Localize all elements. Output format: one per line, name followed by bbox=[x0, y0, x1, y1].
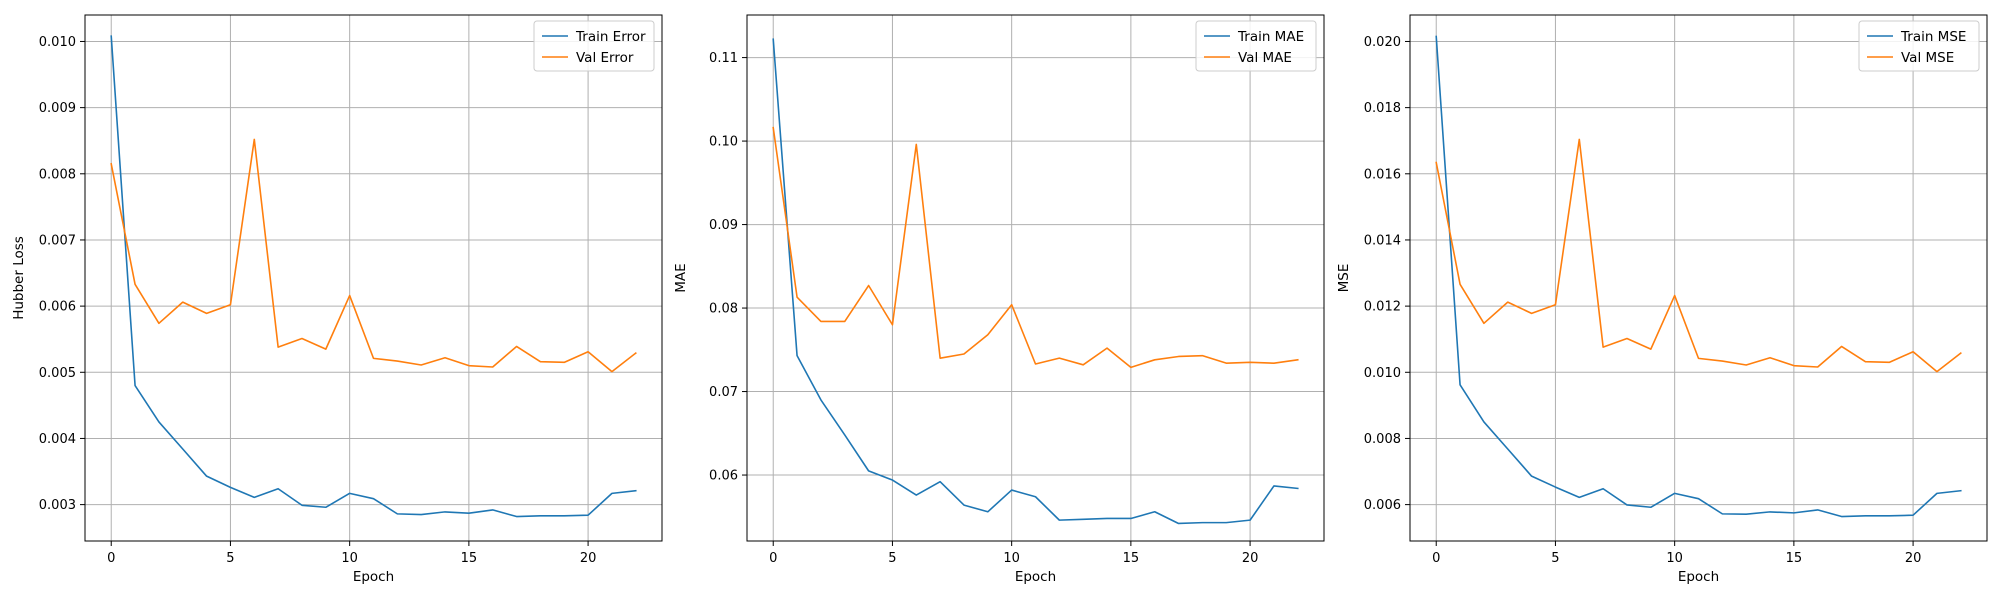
legend-box bbox=[1858, 20, 1980, 72]
x-tick-label: 20 bbox=[1242, 551, 1259, 566]
series-line-train bbox=[1435, 35, 1962, 518]
legend: Train MAE Val MAE bbox=[1195, 20, 1317, 72]
x-tick-label: 5 bbox=[1551, 551, 1559, 566]
series-line-train bbox=[110, 35, 637, 518]
y-axis-label: MSE bbox=[1336, 264, 1352, 293]
chart-panel-2: 0 5 10 15 20 0.06 0.07 0.08 0.09 0.10 0.11 Epoch MAE… bbox=[673, 14, 1325, 585]
x-axis-label: Epoch bbox=[1678, 569, 1719, 585]
y-tick-label: 0.003 bbox=[39, 498, 76, 513]
series-line-val bbox=[772, 126, 1299, 369]
plot-frame bbox=[84, 14, 663, 542]
x-tick-label: 15 bbox=[1786, 551, 1803, 566]
y-axis-label: Hubber Loss bbox=[11, 236, 27, 320]
y-tick-label: 0.006 bbox=[39, 300, 76, 315]
x-tick-label: 10 bbox=[341, 551, 358, 566]
y-tick-label: 0.007 bbox=[39, 233, 76, 248]
y-tick-label: 0.07 bbox=[709, 385, 738, 400]
legend-label: Train MAE bbox=[1237, 29, 1304, 45]
chart-panel-1: 0 5 10 15 20 0.003 0.004 0.005 0.006 0.007 0.008 0.… bbox=[11, 14, 663, 585]
legend: Train MSE Val MSE bbox=[1858, 20, 1980, 72]
y-tick-label: 0.11 bbox=[709, 51, 738, 66]
x-tick-label: 20 bbox=[580, 551, 597, 566]
y-tick-label: 0.020 bbox=[1364, 35, 1401, 50]
chart-panel-3: 0 5 10 15 20 0.006 0.008 0.010 0.012 0.014 0.016 0.… bbox=[1336, 14, 1988, 585]
y-tick-label: 0.005 bbox=[39, 366, 76, 381]
y-axis-label: MAE bbox=[673, 263, 689, 292]
y-tick-label: 0.008 bbox=[39, 167, 76, 182]
series-line-val bbox=[110, 138, 637, 373]
x-tick-label: 15 bbox=[1123, 551, 1140, 566]
y-tick-label: 0.004 bbox=[39, 432, 76, 447]
legend-box bbox=[1195, 20, 1317, 72]
legend-label: Train MSE bbox=[1900, 29, 1966, 45]
x-tick-label: 10 bbox=[1666, 551, 1683, 566]
x-tick-label: 15 bbox=[461, 551, 478, 566]
x-axis-label: Epoch bbox=[1015, 569, 1056, 585]
x-axis-label: Epoch bbox=[353, 569, 394, 585]
legend-label: Val MSE bbox=[1901, 50, 1954, 66]
y-tick-label: 0.018 bbox=[1364, 101, 1401, 116]
y-tick-label: 0.09 bbox=[709, 218, 738, 233]
x-tick-label: 0 bbox=[107, 551, 115, 566]
plot-frame bbox=[1409, 14, 1988, 542]
y-tick-label: 0.010 bbox=[1364, 366, 1401, 381]
y-tick-label: 0.016 bbox=[1364, 167, 1401, 182]
x-tick-label: 20 bbox=[1905, 551, 1922, 566]
x-tick-label: 5 bbox=[226, 551, 234, 566]
series-line-train bbox=[772, 38, 1299, 525]
y-tick-label: 0.008 bbox=[1364, 432, 1401, 447]
y-tick-label: 0.009 bbox=[39, 101, 76, 116]
legend-label: Val MAE bbox=[1238, 50, 1292, 66]
y-tick-label: 0.006 bbox=[1364, 498, 1401, 513]
y-tick-label: 0.010 bbox=[39, 35, 76, 50]
legend-box bbox=[533, 20, 655, 72]
y-tick-label: 0.10 bbox=[709, 135, 738, 150]
y-tick-label: 0.012 bbox=[1364, 300, 1401, 315]
y-tick-label: 0.014 bbox=[1364, 233, 1401, 248]
y-tick-label: 0.06 bbox=[709, 469, 738, 484]
series-line-val bbox=[1435, 138, 1962, 373]
y-tick-label: 0.08 bbox=[709, 302, 738, 317]
x-tick-label: 10 bbox=[1003, 551, 1020, 566]
x-tick-label: 0 bbox=[1432, 551, 1440, 566]
legend-label: Val Error bbox=[576, 50, 634, 66]
legend: Train Error Val Error bbox=[533, 20, 655, 72]
x-tick-label: 0 bbox=[769, 551, 777, 566]
x-tick-label: 5 bbox=[888, 551, 896, 566]
legend-label: Train Error bbox=[575, 29, 646, 45]
plot-frame bbox=[746, 14, 1325, 542]
